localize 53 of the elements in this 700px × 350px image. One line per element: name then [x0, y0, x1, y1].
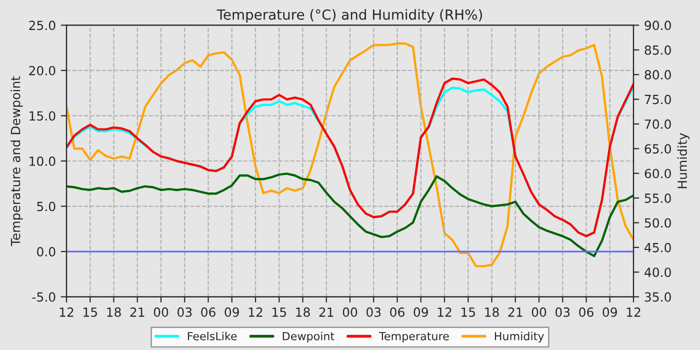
x-tick-label: 12 [60, 307, 74, 317]
x-tick-label: 12 [626, 307, 640, 317]
y2-tick-label: 60.0 [644, 168, 671, 178]
y2-tick-label: 55.0 [644, 194, 671, 203]
line-series [66, 42, 634, 268]
x-tick-label: 09 [224, 307, 239, 317]
legend-label: FeelsLike [188, 332, 237, 340]
y-tick-label: 0.0 [37, 247, 56, 256]
x-tick-label: 06 [390, 307, 404, 317]
x-tick-label: 00 [532, 307, 546, 317]
x-tick-label: 12 [438, 307, 452, 317]
x-tick-label: 21 [130, 307, 144, 317]
x-tick-label: 00 [342, 307, 358, 317]
y2-tick-label: 75.0 [644, 94, 671, 104]
y2-tick-label: 85.0 [644, 45, 671, 55]
y-tick-label: 15.0 [30, 111, 56, 121]
y-tick-label: 20.0 [29, 66, 56, 76]
y-tick-label: 10.0 [30, 156, 56, 166]
x-tick-label: 06 [579, 307, 594, 317]
x-tick-label: 21 [508, 307, 522, 317]
x-tick-label: 03 [177, 307, 192, 317]
y2-tick-label: 90.0 [644, 20, 671, 30]
x-tick-label: 00 [154, 307, 168, 317]
x-tick-label: 03 [366, 307, 381, 317]
x-tick-label: 09 [602, 307, 617, 317]
legend-label: Temperature [379, 332, 449, 342]
x-tick-label: 15 [462, 308, 475, 317]
x-tick-label: 12 [248, 307, 262, 317]
y2-tick-label: 35.0 [644, 292, 671, 302]
x-tick-label: 03 [555, 307, 570, 317]
x-tick-label: 18 [485, 307, 499, 317]
y2-tick-label: 70.0 [644, 119, 671, 129]
y-tick-label: 5.0 [37, 202, 56, 212]
y2-axis-title: Humidity [677, 133, 690, 188]
y-tick-label: -5.0 [32, 292, 56, 302]
y2-tick-label: 40.0 [644, 268, 671, 278]
y2-tick-label: 65.0 [644, 144, 671, 154]
y2-tick-label: 50.0 [644, 218, 671, 228]
legend-label: Humidity [494, 332, 544, 342]
y2-tick-label: 45.0 [644, 242, 671, 252]
x-tick-label: 06 [201, 307, 216, 317]
x-tick-label: 18 [107, 307, 121, 317]
y-tick-label: 25.0 [29, 20, 56, 30]
legend-label: Dewpoint [282, 332, 334, 342]
line-series [66, 172, 634, 258]
y-axis-title: Temperature and Dewpoint [10, 76, 23, 246]
x-tick-label: 21 [319, 307, 334, 317]
x-tick-label: 15 [272, 308, 286, 317]
x-tick-label: 15 [84, 308, 97, 317]
chart-title: Temperature (°C) and Humidity (RH%) [216, 9, 482, 23]
x-tick-label: 18 [296, 307, 310, 317]
y2-tick-label: 80.0 [644, 70, 671, 80]
x-tick-label: 09 [414, 307, 428, 317]
